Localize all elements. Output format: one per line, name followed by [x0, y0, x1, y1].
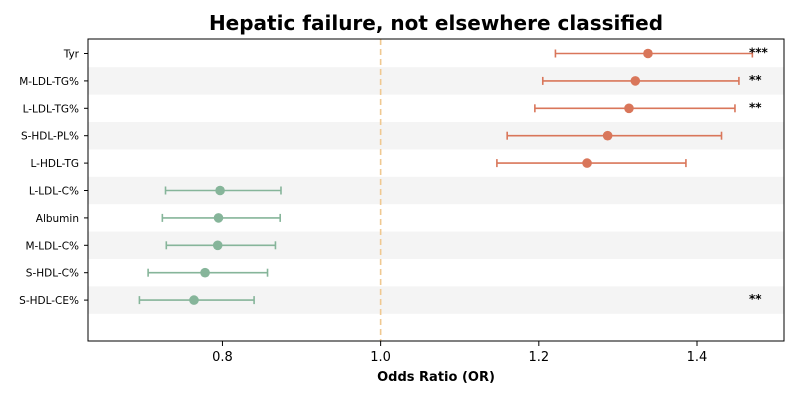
category-label: Tyr [63, 49, 80, 61]
x-tick-label: 1.0 [370, 350, 391, 365]
row-s-hdl-c- [147, 267, 269, 278]
point-estimate [602, 130, 613, 141]
point-estimate [213, 213, 224, 223]
point-estimate [212, 240, 223, 251]
y-axis: Tyr M-LDL-TG% L-LDL-TG% S-HDL-PL% L-HDL-TG L-… [19, 49, 88, 307]
point-estimate [630, 76, 641, 86]
row-l-ldl-tg- [534, 103, 736, 114]
significance-marker: *** [749, 46, 769, 60]
row-l-hdl-tg [496, 158, 687, 168]
chart-title: Hepatic failure, not elsewhere classifie… [209, 11, 663, 35]
category-label: M-LDL-C% [25, 240, 79, 252]
point-estimate [189, 295, 199, 305]
x-axis: 0.8 1.0 1.2 1.4 [212, 341, 707, 365]
point-estimate [582, 158, 592, 168]
category-label: S-HDL-PL% [21, 131, 79, 143]
x-tick-label: 0.8 [212, 350, 233, 365]
category-label: Albumin [36, 213, 79, 225]
x-axis-label: Odds Ratio (OR) [377, 370, 495, 385]
row-albumin [161, 213, 281, 223]
x-tick-label: 1.4 [687, 350, 708, 365]
row-s-hdl-ce- [138, 295, 255, 305]
row-l-ldl-c- [164, 185, 282, 196]
row-s-hdl-pl- [506, 130, 723, 141]
row-m-ldl-tg- [541, 76, 740, 86]
significance-marker: ** [749, 100, 762, 114]
row-tyr [554, 48, 754, 59]
data-marks [138, 48, 754, 305]
category-label: S-HDL-C% [26, 268, 79, 280]
significance-labels: ********* [749, 46, 769, 307]
point-estimate [643, 48, 653, 59]
category-label: L-LDL-C% [29, 186, 79, 198]
significance-marker: ** [749, 73, 762, 87]
category-label: L-LDL-TG% [23, 103, 79, 115]
category-label: L-HDL-TG [31, 158, 79, 170]
x-tick-label: 1.2 [528, 350, 549, 365]
point-estimate [624, 103, 634, 114]
point-estimate [215, 185, 225, 196]
significance-marker: ** [749, 292, 762, 306]
category-label: S-HDL-CE% [19, 295, 79, 307]
row-m-ldl-c- [165, 240, 277, 251]
category-label: M-LDL-TG% [19, 76, 79, 88]
point-estimate [200, 267, 210, 278]
